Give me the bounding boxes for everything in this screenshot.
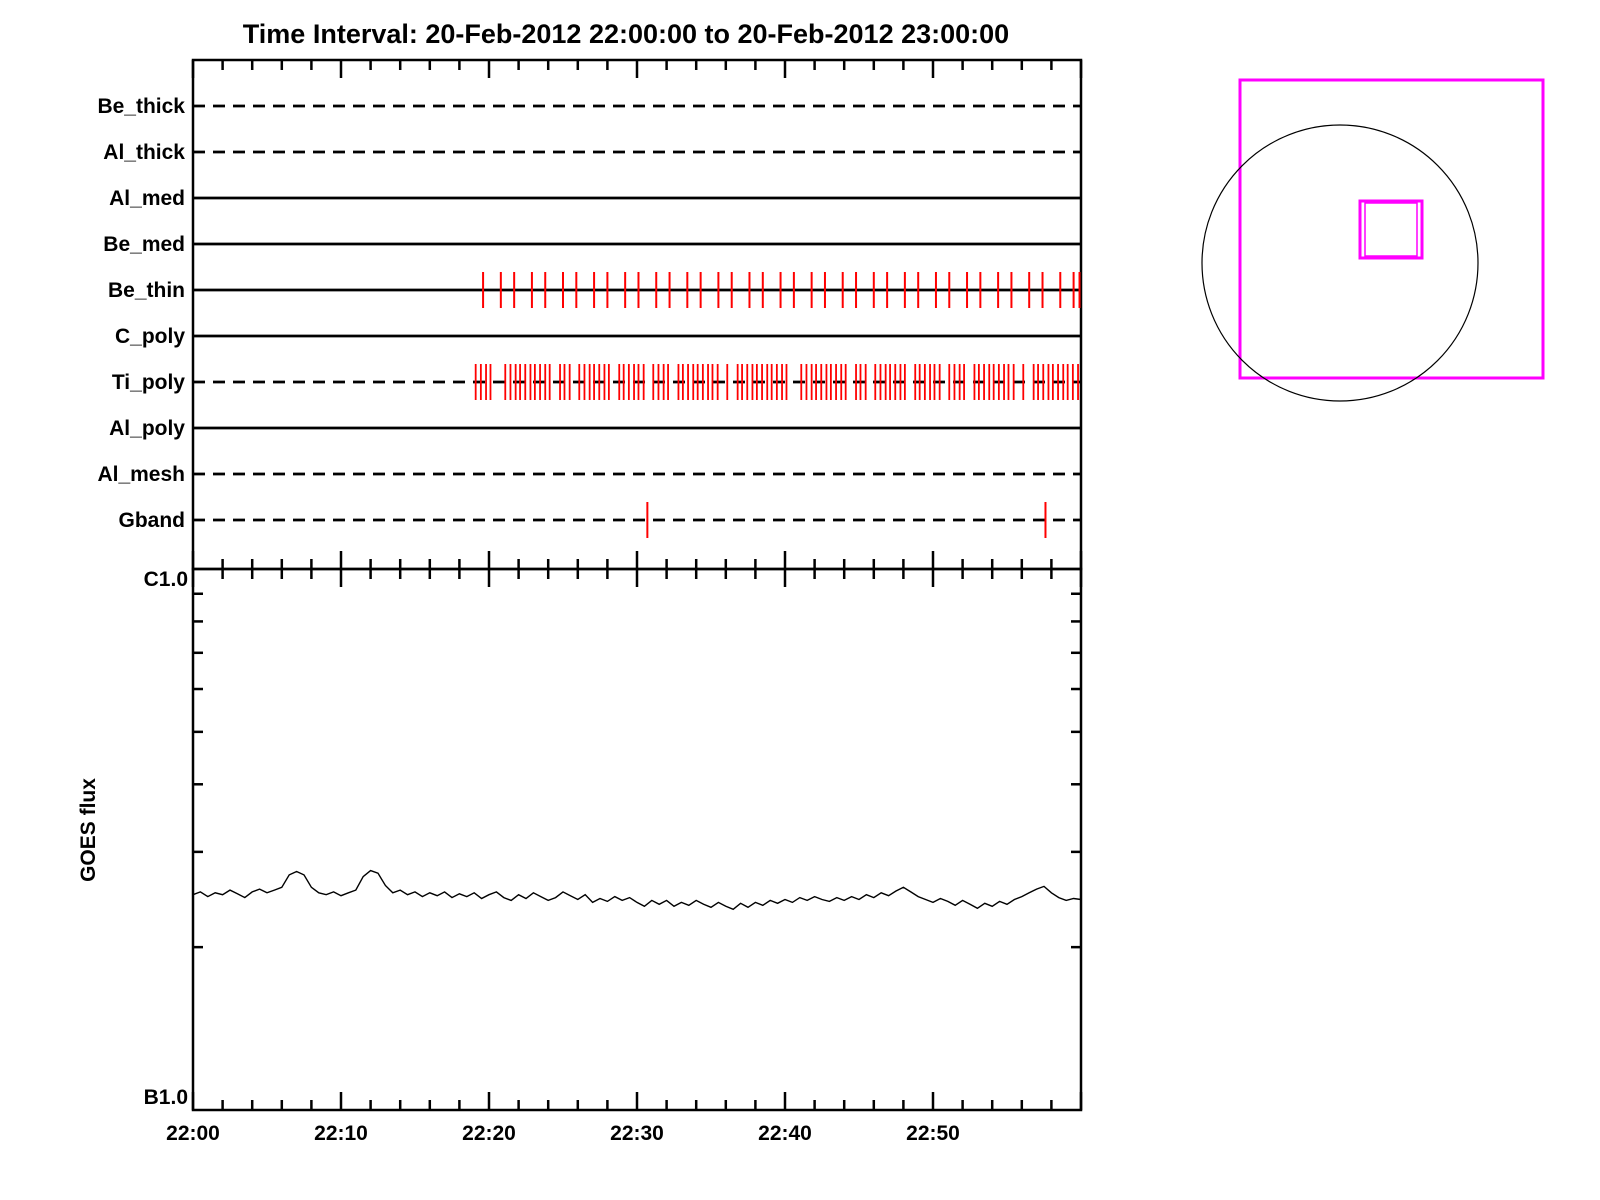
y-axis-bottom-label: B1.0 — [144, 1086, 188, 1109]
row-label-al-thick: Al_thick — [103, 141, 185, 164]
goes-flux-curve — [192, 869, 1082, 911]
goes-flux-line — [192, 869, 1082, 911]
fov-inner-box-2 — [1364, 202, 1418, 257]
row-label-ti-poly: Ti_poly — [112, 371, 185, 394]
y-axis-top-label: C1.0 — [144, 568, 188, 591]
y-axis-title: GOES flux — [77, 778, 100, 882]
row-label-be-med: Be_med — [103, 233, 185, 256]
x-tick-label-2240: 22:40 — [758, 1122, 812, 1145]
row-label-gband: Gband — [119, 509, 186, 532]
sun-limb-circle — [1201, 124, 1479, 402]
row-label-al-poly: Al_poly — [109, 417, 185, 440]
row-label-al-mesh: Al_mesh — [97, 463, 185, 486]
fov-overlay — [1201, 78, 1545, 402]
chart-title: Time Interval: 20-Feb-2012 22:00:00 to 2… — [243, 19, 1009, 49]
row-label-c-poly: C_poly — [115, 325, 185, 348]
row-label-be-thin: Be_thin — [108, 279, 185, 302]
timeline-panel-frame — [191, 58, 1083, 571]
goes-panel-frame — [191, 567, 1083, 1112]
row-label-be-thick: Be_thick — [97, 95, 185, 118]
x-tick-label-2230: 22:30 — [610, 1122, 664, 1145]
x-tick-label-2250: 22:50 — [906, 1122, 960, 1145]
filter-rows — [193, 104, 1081, 538]
fov-outer-box — [1238, 78, 1545, 380]
fov-inner-box — [1358, 199, 1424, 260]
axis-ticks — [191, 60, 1083, 1110]
x-tick-label-2210: 22:10 — [314, 1122, 368, 1145]
x-tick-label-2200: 22:00 — [166, 1122, 220, 1145]
row-label-al-med: Al_med — [109, 187, 185, 210]
x-tick-label-2220: 22:20 — [462, 1122, 516, 1145]
